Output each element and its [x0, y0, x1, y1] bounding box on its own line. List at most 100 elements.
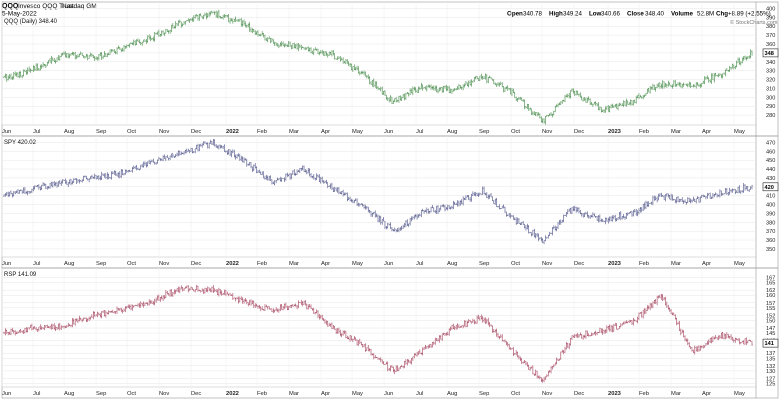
ohlc-bar	[590, 215, 591, 219]
ohlc-bar	[528, 365, 529, 370]
ohlc-bar	[326, 320, 327, 325]
ohlc-bar	[495, 330, 496, 333]
ohlc-bar	[627, 213, 628, 216]
ohlc-bar	[196, 285, 197, 290]
ohlc-bar	[557, 222, 558, 229]
ohlc-bar	[496, 198, 497, 207]
y-tick-label: 137	[766, 351, 775, 357]
ohlc-bar	[108, 310, 109, 314]
ohlc-bar	[365, 205, 366, 210]
ohlc-bar	[488, 77, 489, 83]
ohlc-bar	[48, 326, 49, 328]
ohlc-bar	[433, 341, 434, 344]
ohlc-bar	[432, 342, 433, 347]
ohlc-bar	[229, 149, 230, 156]
ohlc-bar	[536, 112, 537, 116]
ohlc-bar	[323, 51, 324, 56]
ohlc-bar	[94, 312, 95, 317]
ohlc-bar	[641, 312, 642, 318]
ohlc-bar	[553, 111, 554, 116]
ohlc-bar	[68, 323, 69, 327]
ohlc-bar	[428, 85, 429, 88]
ohlc-bar	[24, 187, 25, 194]
ohlc-bar	[280, 177, 281, 182]
ohlc-bar	[345, 192, 346, 195]
ohlc-bar	[617, 217, 618, 220]
ohlc-bar	[329, 52, 330, 56]
ohlc-bar	[517, 218, 518, 224]
ohlc-bar	[576, 90, 577, 95]
ohlc-bar	[218, 145, 219, 150]
ohlc-bar	[348, 337, 349, 340]
ohlc-bar	[80, 318, 81, 321]
ohlc-bar	[693, 197, 694, 201]
ohlc-bar	[58, 55, 59, 60]
ohlc-bar	[550, 366, 551, 373]
ohlc-bar	[296, 169, 297, 174]
ohlc-bar	[457, 200, 458, 206]
ohlc-bar	[294, 169, 295, 175]
ohlc-bar	[316, 173, 317, 180]
ohlc-bar	[185, 21, 186, 25]
ohlc-bar	[384, 90, 385, 96]
ohlc-bar	[524, 360, 525, 363]
ohlc-bar	[349, 196, 350, 201]
ohlc-bar	[149, 299, 150, 305]
ohlc-bar	[425, 86, 426, 89]
ohlc-bar	[295, 44, 296, 48]
ohlc-bar	[627, 101, 628, 105]
ohlc-bar	[657, 84, 658, 89]
ohlc-bar	[638, 312, 639, 320]
ohlc-bar	[338, 328, 339, 334]
ohlc-bar	[521, 358, 522, 364]
ohlc-bars	[3, 139, 752, 244]
ohlc-bar	[532, 111, 533, 115]
ohlc-bar	[344, 330, 345, 334]
x-tick-label: 2023	[608, 129, 622, 135]
ohlc-bar	[83, 318, 84, 321]
ohlc-bar	[262, 31, 263, 35]
x-tick-label: Feb	[257, 261, 267, 267]
ohlc-bar	[129, 170, 130, 172]
ohlc-bar	[590, 335, 591, 337]
ohlc-bar	[239, 154, 240, 161]
ohlc-bar	[719, 189, 720, 197]
ohlc-bar	[188, 285, 189, 292]
ohlc-bar	[449, 86, 450, 94]
ohlc-bar	[343, 57, 344, 63]
ohlc-bar	[696, 198, 697, 203]
ohlc-bar	[10, 190, 11, 194]
y-tick-label: 157	[766, 301, 775, 307]
x-tick-label: Aug	[447, 261, 457, 267]
ohlc-bar	[620, 211, 621, 220]
ohlc-bar	[35, 63, 36, 71]
ohlc-bar	[52, 58, 53, 62]
ohlc-bar	[523, 361, 524, 363]
ohlc-bar	[379, 216, 380, 223]
ohlc-bar	[73, 52, 74, 56]
ohlc-bar	[574, 91, 575, 96]
ohlc-bar	[490, 193, 491, 197]
ohlc-bar	[712, 336, 713, 342]
ohlc-bar	[168, 30, 169, 33]
y-tick-label: 162	[766, 288, 775, 294]
ohlc-bar	[221, 145, 222, 148]
ohlc-bar	[102, 311, 103, 313]
ohlc-bar	[62, 53, 63, 56]
ohlc-bar	[386, 226, 387, 229]
y-tick-label: 470	[766, 140, 775, 146]
ohlc-bar	[313, 308, 314, 314]
ohlc-bar	[389, 224, 390, 226]
ohlc-bar	[437, 338, 438, 341]
ohlc-bar	[296, 305, 297, 309]
ohlc-bar	[291, 45, 292, 49]
ohlc-bar	[262, 172, 263, 176]
ohlc-bar	[140, 42, 141, 45]
ohlc-bar	[369, 348, 370, 351]
ohlc-bar	[380, 357, 381, 362]
ohlc-bar	[176, 153, 177, 157]
ohlc-bar	[369, 210, 370, 213]
ohlc-bar	[571, 207, 572, 214]
ohlc-bar	[206, 13, 207, 20]
ohlc-bar	[626, 213, 627, 219]
